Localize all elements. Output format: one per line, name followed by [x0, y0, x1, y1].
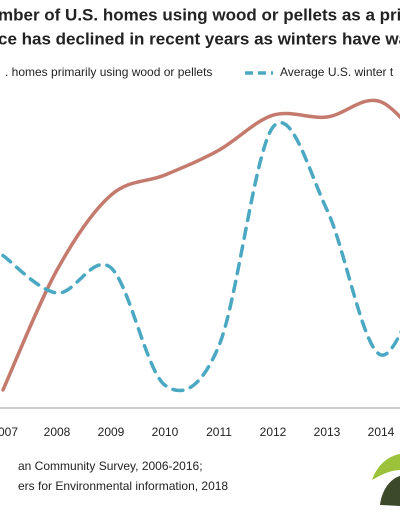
source: ers for Environmental information, 2018	[18, 479, 228, 493]
logo-leaf	[380, 476, 400, 506]
logo	[372, 454, 400, 506]
x-tick-label: 007	[0, 425, 18, 439]
source: an Community Survey, 2006-2016;	[18, 459, 203, 473]
series-line	[1, 120, 400, 393]
legend-label: . homes primarily using wood or pellets	[5, 65, 212, 79]
series-line	[1, 98, 400, 392]
legend-label: Average U.S. winter t	[280, 65, 394, 79]
chart-title: ce has declined in recent years as winte…	[0, 29, 400, 48]
chart-title: mber of U.S. homes using wood or pellets…	[0, 5, 400, 24]
x-tick-label: 2013	[314, 425, 341, 439]
x-tick-label: 2009	[98, 425, 125, 439]
x-tick-label: 2008	[44, 425, 71, 439]
x-tick-label: 2011	[206, 425, 232, 439]
x-tick-label: 2010	[152, 425, 179, 439]
logo-leaf	[372, 454, 400, 480]
x-tick-label: 2014	[368, 425, 395, 439]
x-tick-label: 2012	[260, 425, 287, 439]
